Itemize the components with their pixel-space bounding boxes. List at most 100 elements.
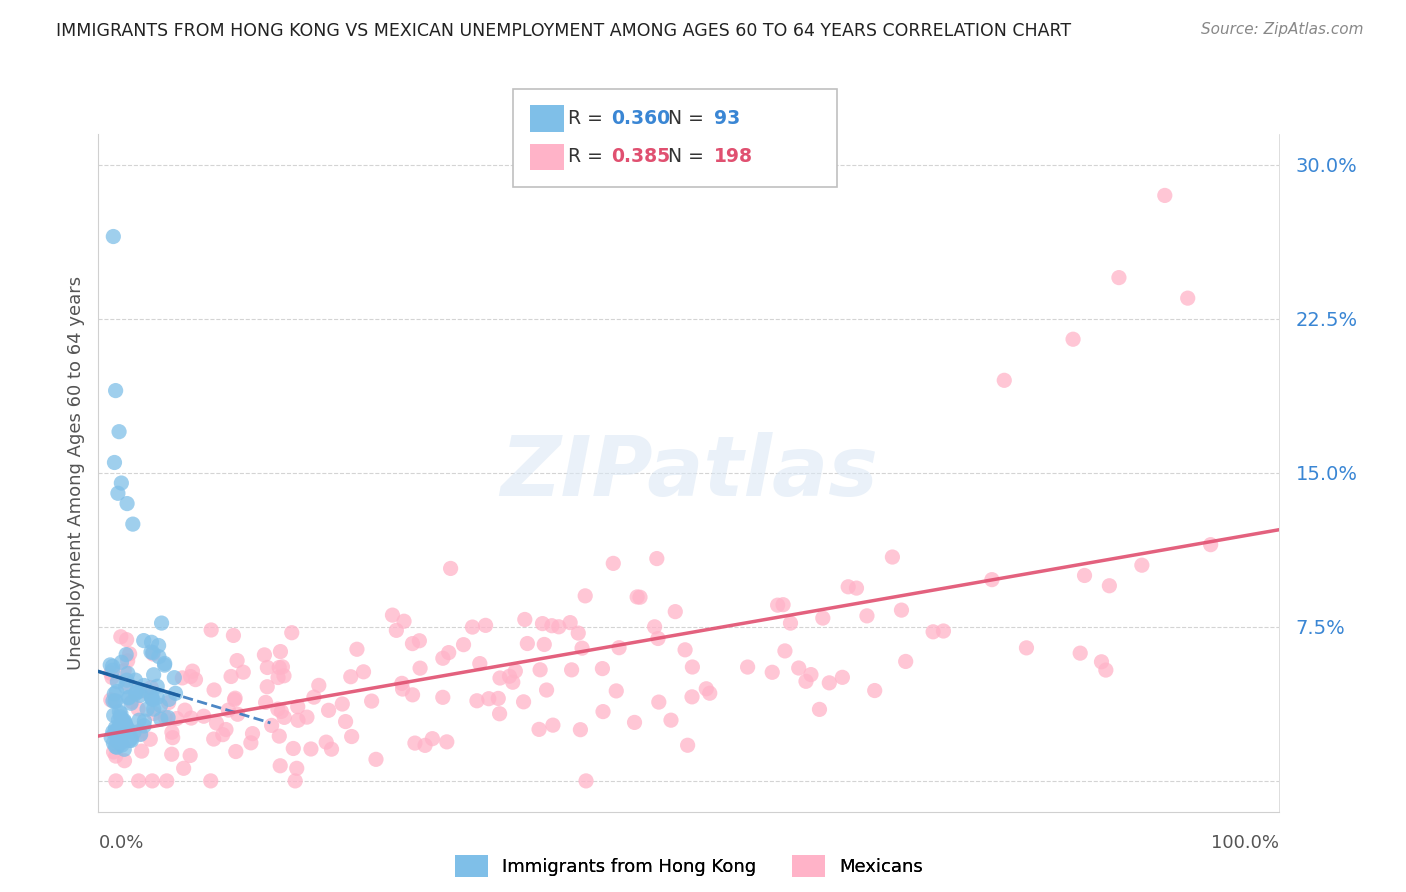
Point <box>112 714 135 728</box>
Point <box>321 742 343 756</box>
Point <box>125 685 148 699</box>
Point <box>148 649 170 664</box>
Point <box>104 749 127 764</box>
Point <box>602 557 624 571</box>
Point <box>142 647 165 661</box>
Point <box>413 739 436 753</box>
Point <box>149 698 172 713</box>
Point <box>117 666 139 681</box>
Text: IMMIGRANTS FROM HONG KONG VS MEXICAN UNEMPLOYMENT AMONG AGES 60 TO 64 YEARS CORR: IMMIGRANTS FROM HONG KONG VS MEXICAN UNE… <box>56 22 1071 40</box>
Point <box>104 739 127 754</box>
Point <box>111 712 134 726</box>
Point <box>121 733 143 747</box>
Point <box>461 620 484 634</box>
Point <box>439 561 461 575</box>
Point <box>531 616 554 631</box>
Point <box>142 706 165 721</box>
Point <box>132 678 155 692</box>
Point <box>432 690 454 705</box>
Point <box>103 687 125 701</box>
Point <box>110 655 132 669</box>
Point <box>217 703 239 717</box>
Point <box>132 633 155 648</box>
Point <box>699 686 721 700</box>
Point <box>129 727 152 741</box>
Point <box>302 690 325 705</box>
Point <box>626 590 648 604</box>
Point <box>253 648 276 662</box>
Point <box>115 497 138 511</box>
Point <box>468 657 491 671</box>
Point <box>224 691 246 706</box>
Point <box>437 646 460 660</box>
Point <box>219 669 242 683</box>
Point <box>141 773 163 788</box>
Point <box>547 620 569 634</box>
Point <box>254 695 277 709</box>
Point <box>118 724 141 739</box>
Point <box>222 628 245 642</box>
Point <box>104 694 127 708</box>
Point <box>103 708 125 723</box>
Point <box>592 705 614 719</box>
Point <box>107 713 129 727</box>
Point <box>153 710 176 724</box>
Point <box>179 748 201 763</box>
Point <box>121 695 143 709</box>
Text: Source: ZipAtlas.com: Source: ZipAtlas.com <box>1201 22 1364 37</box>
Point <box>160 747 183 762</box>
Point <box>142 667 165 681</box>
Point <box>118 690 141 705</box>
Point <box>141 691 163 706</box>
Point <box>111 738 134 752</box>
Point <box>122 725 145 739</box>
Point <box>118 733 141 747</box>
Point <box>794 674 817 689</box>
Point <box>432 651 454 665</box>
Point <box>1130 558 1153 573</box>
Point <box>129 684 152 698</box>
Point <box>142 692 165 706</box>
Point <box>104 721 127 735</box>
Point <box>103 229 125 244</box>
Point <box>346 642 368 657</box>
Point <box>115 648 138 662</box>
Point <box>114 715 136 730</box>
Point <box>115 673 138 688</box>
Point <box>103 455 125 469</box>
Point <box>339 670 361 684</box>
Point <box>831 670 853 684</box>
Y-axis label: Unemployment Among Ages 60 to 64 years: Unemployment Among Ages 60 to 64 years <box>66 276 84 670</box>
Point <box>193 709 215 723</box>
Point <box>890 603 912 617</box>
Point <box>536 683 558 698</box>
Point <box>107 732 129 747</box>
Point <box>100 731 122 745</box>
Point <box>529 663 551 677</box>
Point <box>533 637 555 651</box>
Point <box>1095 663 1118 677</box>
Point <box>766 598 789 612</box>
Point <box>108 705 131 719</box>
Point <box>211 728 233 742</box>
Point <box>681 690 703 704</box>
Point <box>114 680 136 694</box>
Point <box>267 702 290 716</box>
Point <box>575 773 598 788</box>
Point <box>134 714 156 728</box>
Point <box>1199 538 1222 552</box>
Point <box>474 618 496 632</box>
Point <box>128 724 150 739</box>
Point <box>287 699 309 714</box>
Point <box>486 691 509 706</box>
Point <box>283 741 305 756</box>
Point <box>391 676 413 690</box>
Point <box>107 723 129 737</box>
Point <box>136 702 159 716</box>
Point <box>110 710 132 724</box>
Point <box>103 736 125 750</box>
Point <box>226 654 249 668</box>
Point <box>364 752 387 766</box>
Point <box>856 608 879 623</box>
Point <box>118 690 141 705</box>
